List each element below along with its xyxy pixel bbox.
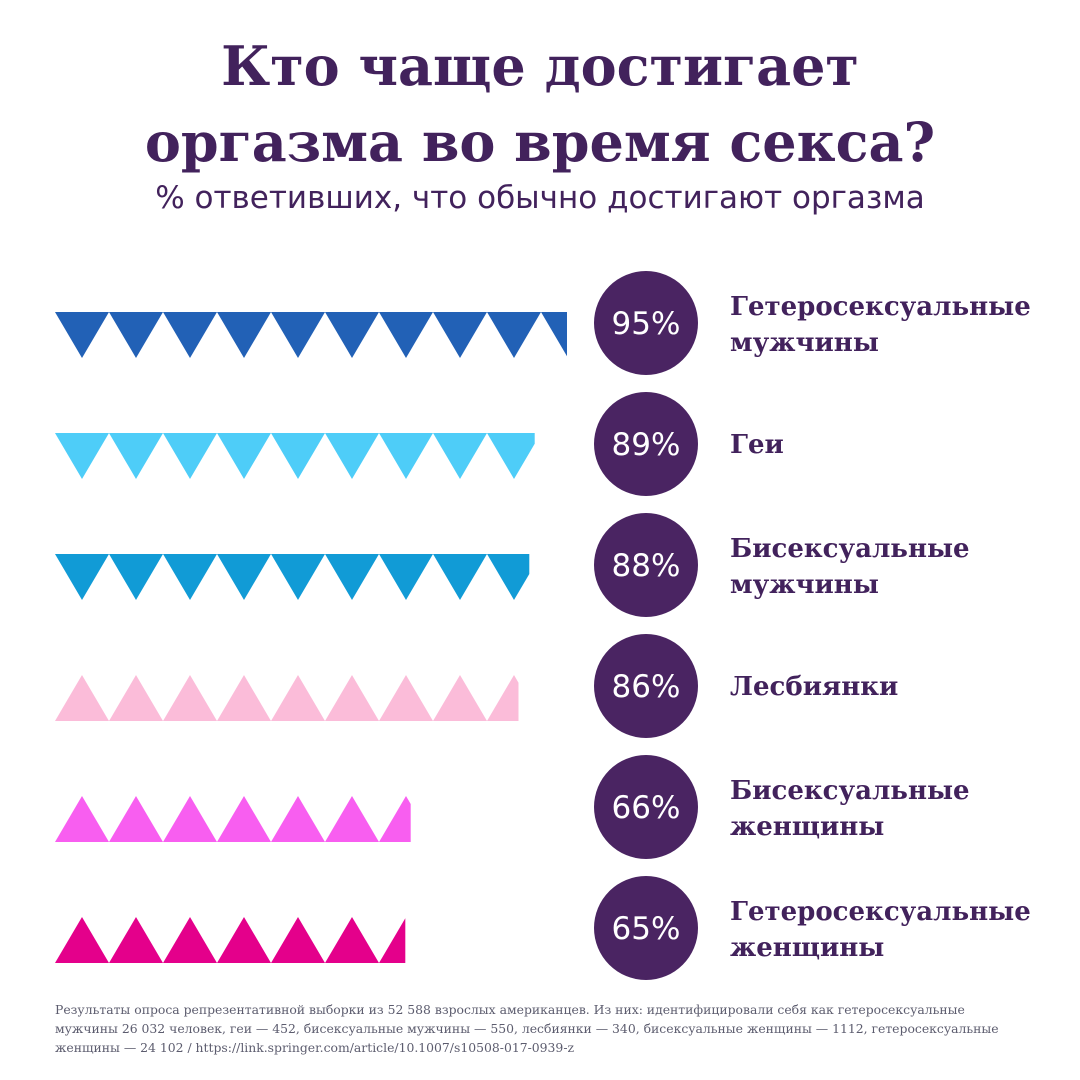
bar-2-triangle-4	[217, 433, 271, 479]
chart-title-line-1: Кто чаще достигает	[221, 34, 859, 98]
bar-2-triangle-5	[271, 433, 325, 479]
bar-3-triangle-5	[271, 554, 325, 600]
bar-4-triangle-4	[217, 675, 271, 721]
bar-1	[55, 312, 567, 358]
bar-1-triangle-9	[487, 312, 541, 358]
category-label-3: Бисексуальные мужчины	[730, 534, 970, 600]
bar-2	[55, 433, 535, 479]
bar-1-triangle-10	[541, 312, 567, 357]
bar-3	[55, 554, 530, 600]
value-badge-1	[594, 271, 698, 375]
bar-1-triangle-2	[109, 312, 163, 358]
bar-2-triangle-9	[487, 433, 535, 479]
bar-4-triangle-5	[271, 675, 325, 721]
value-badge-5	[594, 755, 698, 859]
bar-2-triangle-8	[433, 433, 487, 479]
data-label-5: 66%	[612, 790, 681, 826]
bar-6-triangle-1	[55, 917, 109, 963]
category-label-1: Гетеросексуальные мужчины	[730, 292, 1031, 358]
bar-3-triangle-2	[109, 554, 163, 600]
bar-1-triangle-6	[325, 312, 379, 358]
bar-3-triangle-8	[433, 554, 487, 600]
bar-5-triangle-3	[163, 796, 217, 842]
value-badge-6	[594, 876, 698, 980]
bar-1-triangle-1	[55, 312, 109, 358]
bar-6-triangle-3	[163, 917, 217, 963]
bar-4	[55, 675, 519, 721]
bar-4-triangle-8	[433, 675, 487, 721]
source-footnote: Результаты опроса репрезентативной выбор…	[55, 1002, 999, 1055]
bar-4-triangle-2	[109, 675, 163, 721]
bar-6-triangle-6	[325, 917, 379, 963]
bar-6-triangle-2	[109, 917, 163, 963]
bar-5-triangle-6	[325, 796, 379, 842]
data-label-4: 86%	[612, 669, 681, 705]
chart-title: Кто чаще достигает оргазма во время секс…	[0, 28, 1080, 180]
bar-5-triangle-5	[271, 796, 325, 842]
bar-4-triangle-6	[325, 675, 379, 721]
bar-5	[55, 796, 411, 842]
data-label-6: 65%	[612, 911, 681, 947]
bar-2-triangle-7	[379, 433, 433, 479]
category-label-2: Геи	[730, 430, 784, 460]
category-label-4: Лесбиянки	[730, 672, 898, 702]
bar-1-triangle-4	[217, 312, 271, 358]
bar-3-triangle-6	[325, 554, 379, 600]
bar-1-triangle-7	[379, 312, 433, 358]
bar-2-triangle-3	[163, 433, 217, 479]
bar-5-triangle-4	[217, 796, 271, 842]
bar-4-triangle-9	[487, 675, 519, 721]
bar-1-triangle-8	[433, 312, 487, 358]
bar-2-triangle-2	[109, 433, 163, 479]
bar-6-triangle-4	[217, 917, 271, 963]
data-label-2: 89%	[612, 427, 681, 463]
bar-3-triangle-4	[217, 554, 271, 600]
data-label-3: 88%	[612, 548, 681, 584]
bar-1-triangle-5	[271, 312, 325, 358]
bar-4-triangle-3	[163, 675, 217, 721]
bar-3-triangle-9	[487, 554, 530, 600]
category-label-6: Гетеросексуальные женщины	[730, 897, 1031, 963]
value-badge-3	[594, 513, 698, 617]
bar-1-triangle-3	[163, 312, 217, 358]
chart-title-line-2: оргазма во время секса?	[144, 110, 936, 174]
bar-4-triangle-1	[55, 675, 109, 721]
chart-subtitle: % ответивших, что обычно достигают оргаз…	[155, 180, 925, 216]
bar-5-triangle-1	[55, 796, 109, 842]
bar-6	[55, 917, 406, 963]
category-label-5: Бисексуальные женщины	[730, 776, 970, 842]
data-label-1: 95%	[612, 306, 681, 342]
bar-6-triangle-7	[379, 918, 406, 963]
bar-3-triangle-7	[379, 554, 433, 600]
value-badge-2	[594, 392, 698, 496]
bar-3-triangle-1	[55, 554, 109, 600]
bar-5-triangle-2	[109, 796, 163, 842]
bar-4-triangle-7	[379, 675, 433, 721]
bar-5-triangle-7	[379, 796, 411, 842]
value-badge-4	[594, 634, 698, 738]
bar-6-triangle-5	[271, 917, 325, 963]
bar-3-triangle-3	[163, 554, 217, 600]
bar-2-triangle-6	[325, 433, 379, 479]
bar-2-triangle-1	[55, 433, 109, 479]
